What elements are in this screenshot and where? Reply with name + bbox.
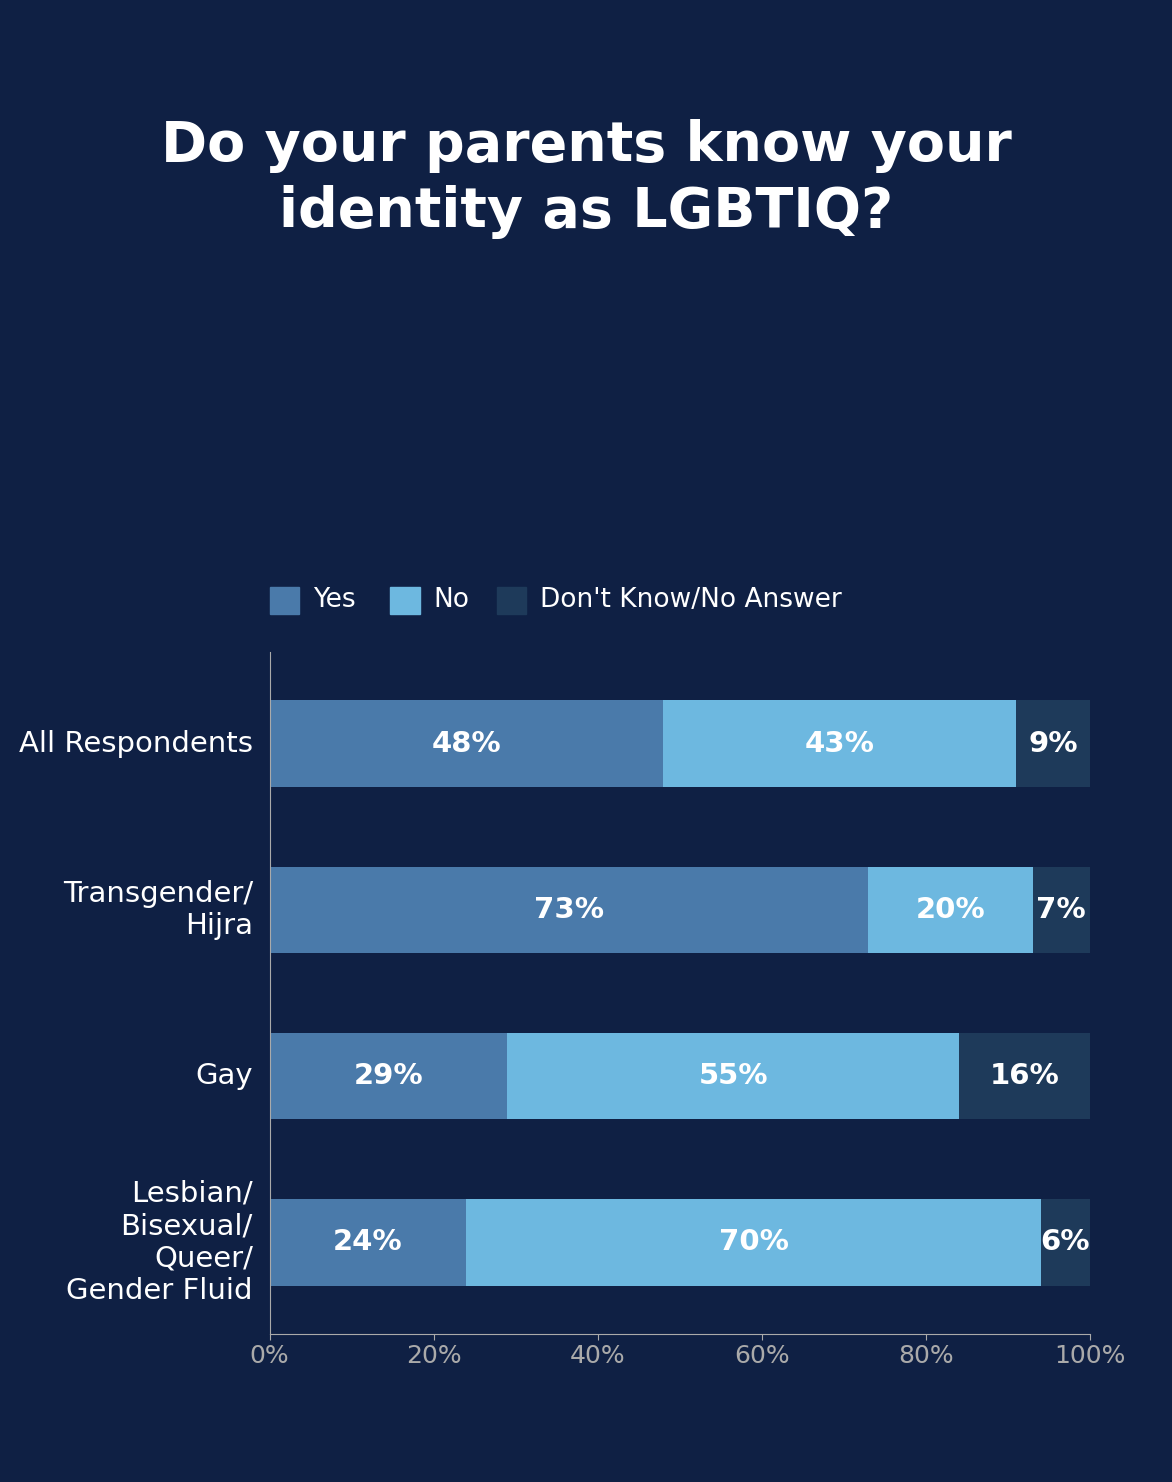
Text: 7%: 7% — [1036, 895, 1086, 923]
Bar — [507, 1033, 959, 1119]
Bar — [1041, 1199, 1090, 1285]
Text: 48%: 48% — [431, 729, 502, 757]
Bar — [270, 1199, 466, 1285]
Text: 70%: 70% — [718, 1229, 789, 1257]
Text: 55%: 55% — [699, 1063, 768, 1091]
Text: 24%: 24% — [333, 1229, 403, 1257]
Text: 20%: 20% — [915, 895, 986, 923]
Text: 16%: 16% — [989, 1063, 1059, 1091]
Bar — [270, 867, 868, 953]
Text: Yes: Yes — [313, 587, 355, 614]
Text: 73%: 73% — [534, 895, 604, 923]
Bar — [868, 867, 1033, 953]
Text: 43%: 43% — [805, 729, 874, 757]
Text: No: No — [434, 587, 470, 614]
Bar — [466, 1199, 1041, 1285]
Bar — [663, 701, 1016, 787]
Text: Do your parents know your
identity as LGBTIQ?: Do your parents know your identity as LG… — [161, 119, 1011, 239]
Text: 6%: 6% — [1041, 1229, 1090, 1257]
Bar — [270, 701, 663, 787]
Text: Don't Know/No Answer: Don't Know/No Answer — [540, 587, 841, 614]
Text: 9%: 9% — [1028, 729, 1078, 757]
Bar — [1016, 701, 1090, 787]
Bar — [959, 1033, 1090, 1119]
Text: 29%: 29% — [354, 1063, 423, 1091]
Bar — [270, 1033, 507, 1119]
Bar — [1033, 867, 1090, 953]
